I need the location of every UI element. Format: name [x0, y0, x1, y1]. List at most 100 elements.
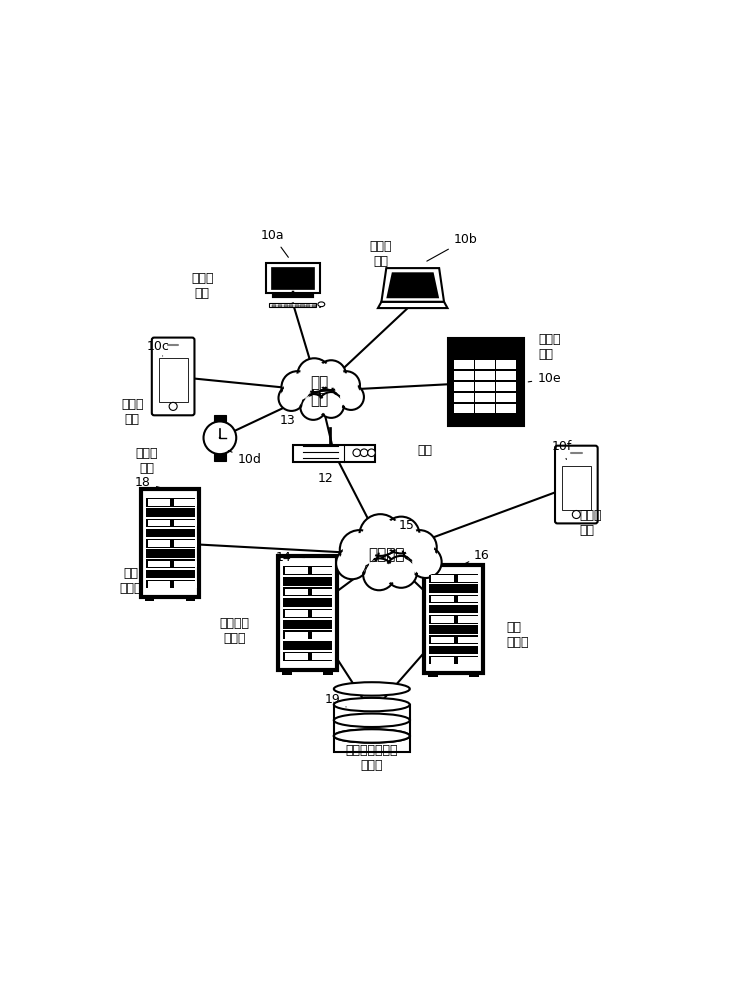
- FancyBboxPatch shape: [146, 559, 195, 568]
- FancyBboxPatch shape: [496, 360, 516, 369]
- Text: 19: 19: [325, 693, 346, 707]
- FancyBboxPatch shape: [283, 630, 332, 639]
- FancyBboxPatch shape: [146, 529, 195, 537]
- Circle shape: [204, 421, 236, 454]
- FancyBboxPatch shape: [458, 596, 480, 602]
- FancyBboxPatch shape: [458, 575, 480, 582]
- FancyBboxPatch shape: [429, 574, 478, 583]
- Circle shape: [343, 533, 376, 566]
- FancyBboxPatch shape: [285, 610, 308, 617]
- FancyBboxPatch shape: [431, 616, 454, 623]
- FancyBboxPatch shape: [562, 466, 591, 510]
- Text: 客户端
装置: 客户端 装置: [121, 398, 143, 426]
- FancyBboxPatch shape: [334, 720, 410, 736]
- FancyBboxPatch shape: [334, 736, 410, 752]
- Text: 客户端
装置: 客户端 装置: [579, 509, 602, 537]
- Circle shape: [334, 373, 358, 397]
- Circle shape: [281, 371, 313, 403]
- Circle shape: [339, 550, 366, 577]
- FancyBboxPatch shape: [311, 632, 334, 639]
- Circle shape: [403, 530, 437, 564]
- FancyBboxPatch shape: [174, 561, 197, 567]
- Text: 10e: 10e: [529, 372, 561, 385]
- Text: 客户端
装置: 客户端 装置: [369, 240, 392, 268]
- Circle shape: [300, 394, 326, 420]
- Circle shape: [318, 392, 344, 418]
- Circle shape: [366, 561, 393, 588]
- FancyBboxPatch shape: [431, 575, 454, 582]
- Text: 12: 12: [317, 472, 333, 485]
- FancyBboxPatch shape: [458, 657, 480, 664]
- Circle shape: [336, 547, 368, 579]
- Circle shape: [278, 385, 305, 411]
- Text: 15: 15: [399, 519, 415, 532]
- FancyBboxPatch shape: [283, 609, 332, 618]
- FancyBboxPatch shape: [496, 371, 516, 380]
- FancyBboxPatch shape: [431, 637, 454, 643]
- Circle shape: [363, 558, 395, 590]
- Text: 客户端
装置: 客户端 装置: [136, 447, 158, 475]
- Text: 10c: 10c: [147, 340, 170, 356]
- Text: 13: 13: [279, 414, 295, 427]
- Circle shape: [385, 556, 417, 588]
- FancyBboxPatch shape: [283, 670, 292, 675]
- FancyBboxPatch shape: [214, 415, 225, 424]
- Circle shape: [363, 517, 398, 553]
- Circle shape: [219, 437, 221, 439]
- FancyBboxPatch shape: [152, 338, 195, 415]
- Circle shape: [353, 449, 360, 457]
- FancyBboxPatch shape: [146, 539, 195, 548]
- FancyBboxPatch shape: [283, 620, 332, 629]
- FancyBboxPatch shape: [311, 589, 334, 595]
- Circle shape: [409, 546, 442, 578]
- Polygon shape: [382, 268, 444, 302]
- Text: 10f: 10f: [551, 440, 572, 459]
- FancyBboxPatch shape: [214, 452, 225, 461]
- FancyBboxPatch shape: [174, 581, 197, 588]
- FancyBboxPatch shape: [429, 615, 478, 624]
- FancyBboxPatch shape: [458, 616, 480, 623]
- FancyBboxPatch shape: [475, 382, 495, 391]
- FancyBboxPatch shape: [454, 393, 474, 402]
- Text: 网关: 网关: [417, 444, 432, 457]
- Ellipse shape: [318, 302, 325, 307]
- Text: 18: 18: [135, 476, 167, 490]
- Circle shape: [340, 386, 362, 408]
- FancyBboxPatch shape: [148, 540, 170, 547]
- FancyBboxPatch shape: [283, 577, 332, 586]
- FancyBboxPatch shape: [174, 499, 197, 506]
- FancyBboxPatch shape: [475, 371, 495, 380]
- FancyBboxPatch shape: [470, 673, 479, 677]
- FancyBboxPatch shape: [146, 519, 195, 527]
- FancyBboxPatch shape: [146, 498, 195, 507]
- Ellipse shape: [334, 698, 410, 711]
- FancyBboxPatch shape: [285, 567, 308, 574]
- Circle shape: [302, 396, 324, 418]
- Circle shape: [284, 374, 311, 401]
- FancyBboxPatch shape: [311, 610, 334, 617]
- FancyBboxPatch shape: [269, 303, 317, 307]
- Circle shape: [412, 548, 440, 576]
- FancyBboxPatch shape: [146, 549, 195, 558]
- FancyBboxPatch shape: [146, 580, 195, 588]
- FancyBboxPatch shape: [283, 587, 332, 596]
- Text: 内容
服务器: 内容 服务器: [120, 567, 143, 595]
- FancyBboxPatch shape: [148, 499, 170, 506]
- Text: 10a: 10a: [261, 229, 288, 257]
- FancyBboxPatch shape: [174, 540, 197, 547]
- FancyBboxPatch shape: [186, 597, 195, 601]
- FancyBboxPatch shape: [425, 565, 483, 673]
- FancyBboxPatch shape: [429, 656, 478, 664]
- Text: 安全
服务器: 安全 服务器: [506, 621, 529, 649]
- FancyBboxPatch shape: [496, 393, 516, 402]
- FancyBboxPatch shape: [145, 597, 155, 601]
- FancyBboxPatch shape: [146, 508, 195, 517]
- Text: 扩展网络: 扩展网络: [368, 547, 405, 562]
- Circle shape: [340, 530, 379, 569]
- FancyBboxPatch shape: [278, 556, 337, 670]
- FancyBboxPatch shape: [148, 581, 170, 588]
- Text: 客户端
装置: 客户端 装置: [538, 333, 561, 361]
- FancyBboxPatch shape: [454, 360, 474, 369]
- FancyBboxPatch shape: [475, 404, 495, 413]
- Circle shape: [300, 361, 329, 390]
